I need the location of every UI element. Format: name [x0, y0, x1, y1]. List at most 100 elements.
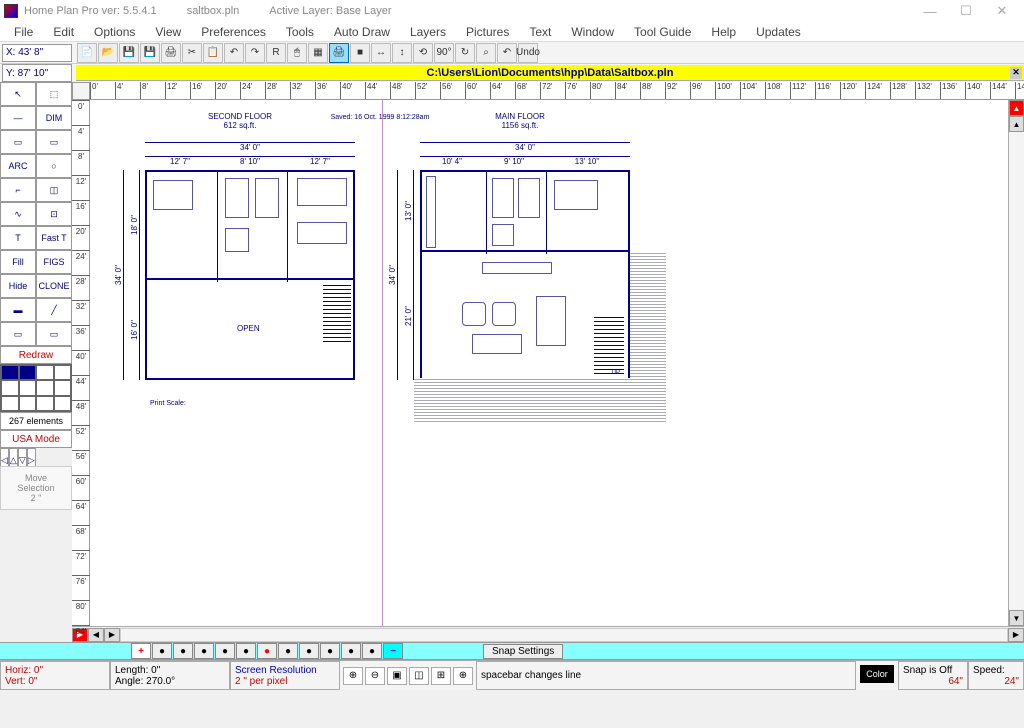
- tool-palette: ↖⬚—DIM▭▭ARC○⌐◫∿⊡TFast TFillFIGSHideCLONE…: [0, 82, 72, 642]
- vertical-scrollbar[interactable]: ▲ ▲ ▼: [1008, 100, 1024, 626]
- dim-floor2-height: 34' 0": [114, 170, 124, 380]
- zoom-prev-icon[interactable]: ⊕: [453, 667, 473, 685]
- stairs-icon: [594, 314, 624, 374]
- tool-3-l[interactable]: ARC: [0, 154, 36, 178]
- tool-1-r[interactable]: DIM: [36, 106, 72, 130]
- deck-side: [630, 252, 666, 422]
- menu-layers[interactable]: Layers: [400, 23, 456, 41]
- toolbar-btn-13[interactable]: ■: [350, 43, 370, 63]
- horizontal-scrollbar[interactable]: ▶ ◀ ▶ ▶: [72, 626, 1024, 642]
- toolbar-top: X: 43' 8" 📄📂💾💾🖨✂📋↶↷R🖱▦🖨■↔↕⟲90°↻⌕↶Undo: [0, 42, 1024, 64]
- color-grid[interactable]: [0, 364, 72, 412]
- floor2-title: SECOND FLOOR 612 sq.ft.: [180, 112, 300, 130]
- snap-minus-icon[interactable]: −: [383, 643, 403, 659]
- menu-pictures[interactable]: Pictures: [456, 23, 519, 41]
- toolbar-btn-3[interactable]: 💾: [140, 43, 160, 63]
- menu-file[interactable]: File: [4, 23, 43, 41]
- toolbar-btn-18[interactable]: ↻: [455, 43, 475, 63]
- app-title: Home Plan Pro ver: 5.5.4.1: [24, 5, 157, 17]
- tool-5-r[interactable]: ⊡: [36, 202, 72, 226]
- file-path: C:\Users\Lion\Documents\hpp\Data\Saltbox…: [427, 67, 674, 79]
- menu-preferences[interactable]: Preferences: [191, 23, 276, 41]
- tool-2-l[interactable]: ▭: [0, 130, 36, 154]
- status-length: Length: 0": [115, 665, 225, 676]
- drawing-canvas[interactable]: SECOND FLOOR 612 sq.ft. Saved: 16 Oct. 1…: [90, 100, 1008, 626]
- pathbar-close-icon[interactable]: ✕: [1010, 67, 1022, 79]
- toolbar-btn-4[interactable]: 🖨: [161, 43, 181, 63]
- color-button[interactable]: Color: [860, 665, 894, 683]
- tool-4-l[interactable]: ⌐: [0, 178, 36, 202]
- toolbar-btn-16[interactable]: ⟲: [413, 43, 433, 63]
- toolbar-btn-8[interactable]: ↷: [245, 43, 265, 63]
- print-scale: Print Scale:: [150, 400, 186, 407]
- menu-updates[interactable]: Updates: [746, 23, 811, 41]
- toolbar-btn-20[interactable]: ↶: [497, 43, 517, 63]
- toolbar-btn-2[interactable]: 💾: [119, 43, 139, 63]
- tool-1-l[interactable]: —: [0, 106, 36, 130]
- tool-6-r[interactable]: Fast T: [36, 226, 72, 250]
- toolbar-btn-5[interactable]: ✂: [182, 43, 202, 63]
- tool-2-r[interactable]: ▭: [36, 130, 72, 154]
- status-angle: Angle: 270.0°: [115, 676, 225, 687]
- toolbar-btn-12[interactable]: 🖨: [329, 43, 349, 63]
- menu-help[interactable]: Help: [701, 23, 746, 41]
- menu-text[interactable]: Text: [519, 23, 561, 41]
- zoom-in-icon[interactable]: ⊕: [343, 667, 363, 685]
- tool-8-l[interactable]: Hide: [0, 274, 36, 298]
- toolbar-btn-17[interactable]: 90°: [434, 43, 454, 63]
- menu-options[interactable]: Options: [84, 23, 145, 41]
- tool-4-r[interactable]: ◫: [36, 178, 72, 202]
- toolbar-btn-11[interactable]: ▦: [308, 43, 328, 63]
- coord-y: Y: 87' 10": [2, 64, 72, 82]
- close-button[interactable]: ✕: [984, 1, 1020, 21]
- zoom-extent-icon[interactable]: ⊞: [431, 667, 451, 685]
- toolbar-btn-6[interactable]: 📋: [203, 43, 223, 63]
- tool-10-r[interactable]: ▭: [36, 322, 72, 346]
- toolbar-btn-9[interactable]: R: [266, 43, 286, 63]
- path-bar: C:\Users\Lion\Documents\hpp\Data\Saltbox…: [76, 65, 1024, 81]
- snap-plus-icon[interactable]: +: [131, 643, 151, 659]
- menu-tools[interactable]: Tools: [276, 23, 324, 41]
- menu-edit[interactable]: Edit: [43, 23, 84, 41]
- toolbar-btn-1[interactable]: 📂: [98, 43, 118, 63]
- tool-9-l[interactable]: ▬: [0, 298, 36, 322]
- zoom-fit-icon[interactable]: ▣: [387, 667, 407, 685]
- usa-mode[interactable]: USA Mode: [0, 430, 72, 448]
- zoom-window-icon[interactable]: ◫: [409, 667, 429, 685]
- deck: [414, 378, 666, 422]
- toolbar-btn-7[interactable]: ↶: [224, 43, 244, 63]
- zoom-out-icon[interactable]: ⊖: [365, 667, 385, 685]
- app-icon: [4, 4, 18, 18]
- scroll-up-icon[interactable]: ▲: [1009, 100, 1024, 116]
- toolbar-btn-10[interactable]: 🖱: [287, 43, 307, 63]
- file-name: saltbox.pln: [187, 5, 240, 17]
- toolbar-btn-0[interactable]: 📄: [77, 43, 97, 63]
- tool-10-l[interactable]: ▭: [0, 322, 36, 346]
- snap-settings-button[interactable]: Snap Settings: [483, 644, 563, 659]
- maximize-button[interactable]: ☐: [948, 1, 984, 21]
- tool-0-l[interactable]: ↖: [0, 82, 36, 106]
- menu-window[interactable]: Window: [561, 23, 624, 41]
- tool-8-r[interactable]: CLONE: [36, 274, 72, 298]
- toolbar-btn-21[interactable]: Undo: [518, 43, 538, 63]
- redraw-button[interactable]: Redraw: [0, 346, 72, 364]
- floor2-lower: OPEN: [145, 280, 355, 380]
- tool-5-l[interactable]: ∿: [0, 202, 36, 226]
- menu-tool-guide[interactable]: Tool Guide: [624, 23, 701, 41]
- tool-7-r[interactable]: FIGS: [36, 250, 72, 274]
- coord-x: X: 43' 8": [2, 44, 72, 62]
- floor1-upper: [420, 170, 630, 252]
- tool-7-l[interactable]: Fill: [0, 250, 36, 274]
- minimize-button[interactable]: —: [912, 1, 948, 21]
- tool-6-l[interactable]: T: [0, 226, 36, 250]
- toolbar-btn-19[interactable]: ⌕: [476, 43, 496, 63]
- status-resolution: Screen Resolution: [235, 665, 335, 676]
- tool-3-r[interactable]: ○: [36, 154, 72, 178]
- toolbar-btn-15[interactable]: ↕: [392, 43, 412, 63]
- menu-auto-draw[interactable]: Auto Draw: [324, 23, 400, 41]
- tool-0-r[interactable]: ⬚: [36, 82, 72, 106]
- menu-view[interactable]: View: [145, 23, 191, 41]
- toolbar-btn-14[interactable]: ↔: [371, 43, 391, 63]
- tool-9-r[interactable]: ╱: [36, 298, 72, 322]
- ruler-horizontal: 0'4'8'12'16'20'24'28'32'36'40'44'48'52'5…: [72, 82, 1024, 100]
